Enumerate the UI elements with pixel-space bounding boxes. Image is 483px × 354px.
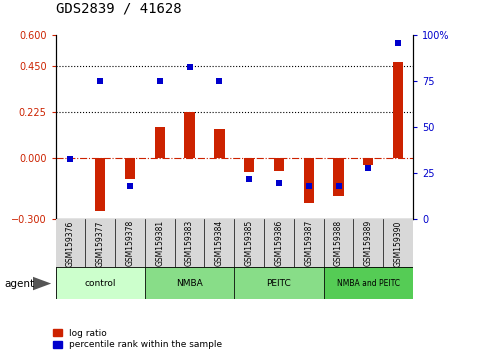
- Text: NMBA: NMBA: [176, 279, 203, 288]
- Bar: [95, 158, 105, 211]
- Bar: [234, 219, 264, 267]
- Bar: [354, 219, 383, 267]
- Point: [126, 183, 134, 189]
- Bar: [274, 158, 284, 171]
- Point: [156, 79, 164, 84]
- Bar: [234, 267, 324, 299]
- Point: [305, 183, 313, 189]
- Bar: [145, 267, 234, 299]
- Bar: [363, 158, 373, 165]
- Bar: [333, 158, 344, 196]
- Bar: [214, 130, 225, 158]
- Point: [97, 79, 104, 84]
- Bar: [204, 219, 234, 267]
- Bar: [264, 219, 294, 267]
- Text: GSM159389: GSM159389: [364, 220, 373, 267]
- Bar: [303, 158, 314, 203]
- Bar: [155, 127, 165, 158]
- Bar: [324, 267, 413, 299]
- Text: GSM159377: GSM159377: [96, 220, 105, 267]
- Point: [245, 176, 253, 182]
- Bar: [175, 219, 204, 267]
- Point: [364, 165, 372, 171]
- Bar: [115, 219, 145, 267]
- Bar: [145, 219, 175, 267]
- Text: NMBA and PEITC: NMBA and PEITC: [337, 279, 400, 288]
- Text: GSM159386: GSM159386: [274, 220, 284, 267]
- Text: GDS2839 / 41628: GDS2839 / 41628: [56, 1, 181, 15]
- Text: agent: agent: [5, 279, 35, 289]
- Point: [275, 180, 283, 185]
- Polygon shape: [33, 277, 51, 290]
- Point: [215, 79, 223, 84]
- Text: GSM159387: GSM159387: [304, 220, 313, 267]
- Text: GSM159384: GSM159384: [215, 220, 224, 267]
- Text: GSM159378: GSM159378: [126, 220, 134, 267]
- Bar: [324, 219, 354, 267]
- Bar: [383, 219, 413, 267]
- Bar: [294, 219, 324, 267]
- Text: control: control: [85, 279, 116, 288]
- Point: [185, 64, 193, 69]
- Text: GSM159383: GSM159383: [185, 220, 194, 267]
- Text: GSM159381: GSM159381: [156, 220, 164, 267]
- Bar: [85, 219, 115, 267]
- Text: GSM159388: GSM159388: [334, 220, 343, 267]
- Legend: log ratio, percentile rank within the sample: log ratio, percentile rank within the sa…: [53, 329, 222, 349]
- Bar: [56, 267, 145, 299]
- Bar: [393, 62, 403, 158]
- Bar: [125, 158, 135, 178]
- Text: GSM159385: GSM159385: [245, 220, 254, 267]
- Bar: [185, 112, 195, 158]
- Bar: [56, 219, 85, 267]
- Point: [394, 40, 402, 46]
- Point: [335, 183, 342, 189]
- Text: GSM159390: GSM159390: [394, 220, 402, 267]
- Text: PEITC: PEITC: [267, 279, 291, 288]
- Text: GSM159376: GSM159376: [66, 220, 75, 267]
- Point: [67, 156, 74, 161]
- Bar: [244, 158, 255, 172]
